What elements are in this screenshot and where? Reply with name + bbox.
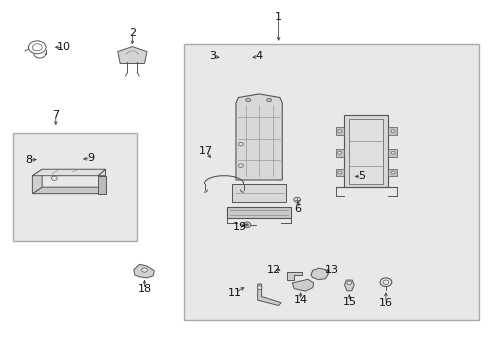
Circle shape [346, 281, 351, 285]
Circle shape [337, 171, 341, 174]
Text: 13: 13 [325, 265, 339, 275]
Circle shape [266, 98, 271, 102]
Text: 12: 12 [266, 265, 280, 275]
Text: 17: 17 [198, 146, 212, 156]
Text: 11: 11 [227, 288, 241, 298]
Circle shape [51, 176, 57, 180]
Text: 6: 6 [294, 204, 301, 214]
Circle shape [238, 164, 243, 167]
Polygon shape [118, 46, 147, 63]
Polygon shape [335, 127, 344, 135]
Polygon shape [32, 169, 42, 194]
Polygon shape [286, 272, 301, 280]
Polygon shape [344, 116, 387, 187]
Circle shape [243, 222, 250, 228]
Circle shape [257, 286, 262, 289]
Circle shape [245, 224, 248, 226]
Polygon shape [257, 284, 281, 306]
Polygon shape [232, 184, 285, 202]
Text: 1: 1 [275, 12, 282, 22]
Text: 7: 7 [52, 111, 59, 121]
Polygon shape [32, 169, 105, 176]
Text: 15: 15 [342, 297, 356, 307]
Polygon shape [335, 149, 344, 157]
Polygon shape [292, 279, 313, 291]
Polygon shape [387, 168, 396, 176]
Circle shape [245, 98, 250, 102]
Circle shape [337, 130, 341, 133]
Polygon shape [32, 187, 105, 194]
Bar [13, 134, 137, 241]
Circle shape [238, 142, 243, 146]
Circle shape [142, 268, 147, 272]
Polygon shape [236, 94, 282, 180]
Text: 4: 4 [255, 51, 262, 61]
Text: 18: 18 [137, 284, 151, 294]
Text: 16: 16 [378, 298, 392, 308]
Text: 14: 14 [293, 295, 307, 305]
Circle shape [390, 130, 394, 133]
Circle shape [390, 171, 394, 174]
Text: 3: 3 [209, 51, 216, 61]
Text: 10: 10 [57, 42, 71, 52]
Polygon shape [98, 169, 105, 176]
Circle shape [337, 151, 341, 154]
Polygon shape [348, 119, 383, 184]
Polygon shape [387, 149, 396, 157]
Text: 2: 2 [128, 28, 136, 38]
Text: 19: 19 [232, 222, 246, 231]
Text: 5: 5 [357, 171, 364, 181]
Text: 9: 9 [87, 153, 94, 163]
Text: 8: 8 [25, 155, 32, 165]
Polygon shape [98, 176, 105, 194]
Polygon shape [134, 264, 154, 278]
Polygon shape [335, 168, 344, 176]
Polygon shape [387, 127, 396, 135]
Polygon shape [344, 280, 353, 291]
Bar [183, 44, 478, 320]
Circle shape [293, 197, 300, 202]
Polygon shape [310, 268, 328, 280]
Circle shape [390, 151, 394, 154]
Polygon shape [227, 207, 290, 218]
